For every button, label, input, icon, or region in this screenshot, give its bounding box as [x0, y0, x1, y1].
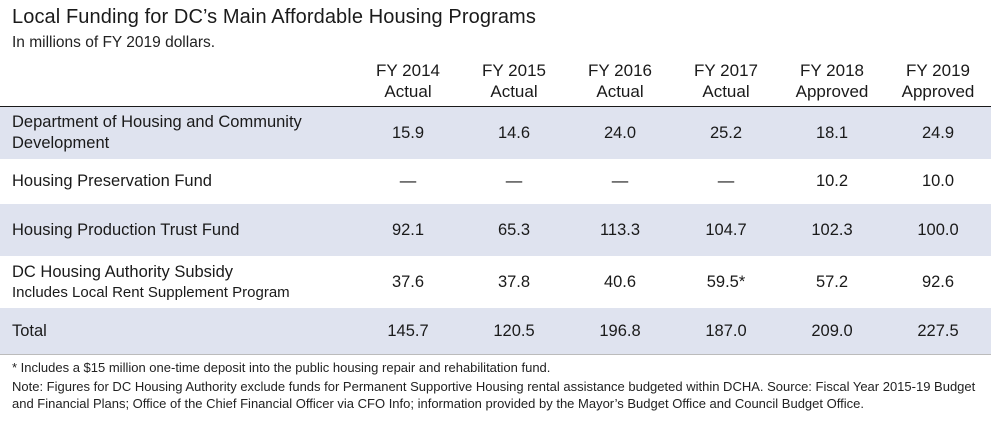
col-header-fy2016: FY 2016 Actual [567, 56, 673, 107]
table-cell: 102.3 [779, 204, 885, 256]
table-cell: 57.2 [815, 272, 849, 291]
table-cell: 15.9 [355, 106, 461, 159]
table-cell: 14.6 [461, 106, 567, 159]
table-cell: 100.0 [885, 204, 991, 256]
col-header-fy2015: FY 2015 Actual [461, 56, 567, 107]
col-header-status: Actual [702, 82, 750, 101]
col-header-fy2019: FY 2019 Approved [885, 56, 991, 107]
table-row-dcha-subsidy: DC Housing Authority Subsidy Includes Loc… [0, 256, 991, 308]
col-header-status: Actual [384, 82, 432, 101]
table-cell: 37.8 [497, 272, 531, 291]
table-cell: 92.1 [355, 204, 461, 256]
col-header-status: Approved [901, 82, 975, 101]
table-cell: — [717, 172, 735, 190]
table-cell: 145.7 [355, 308, 461, 355]
table-cell: 10.2 [815, 172, 849, 190]
col-header-year: FY 2016 [588, 61, 652, 80]
col-header-fy2014: FY 2014 Actual [355, 56, 461, 107]
table-cell: 10.0 [921, 172, 955, 190]
table-cell: 196.8 [567, 308, 673, 355]
table-cell: 18.1 [779, 106, 885, 159]
table-cell: — [611, 172, 629, 190]
table-cell: 227.5 [885, 308, 991, 355]
footnote: * Includes a $15 million one-time deposi… [12, 360, 551, 375]
table-cell: 59.5* [706, 272, 746, 291]
table-row-production-trust-fund: Housing Production Trust Fund 92.1 65.3 … [0, 204, 991, 256]
row-label: Housing Preservation Fund [12, 172, 212, 190]
table-cell: 24.9 [885, 106, 991, 159]
header-blank [0, 56, 355, 107]
table-cell: 40.6 [603, 272, 637, 291]
table-cell: 25.2 [673, 106, 779, 159]
col-header-status: Actual [596, 82, 644, 101]
col-header-year: FY 2017 [694, 61, 758, 80]
row-label: Total [0, 308, 355, 355]
table-cell: 120.5 [461, 308, 567, 355]
col-header-year: FY 2018 [800, 61, 864, 80]
col-header-fy2017: FY 2017 Actual [673, 56, 779, 107]
row-label: Housing Production Trust Fund [0, 204, 355, 256]
table-row-preservation-fund: Housing Preservation Fund — — — — 10.2 1… [0, 159, 991, 204]
table-row-dhcd: Department of Housing and Community Deve… [0, 106, 991, 159]
table-cell: 104.7 [673, 204, 779, 256]
table-cell: 37.6 [391, 272, 425, 291]
header-row: FY 2014 Actual FY 2015 Actual FY 2016 Actua… [0, 56, 991, 107]
table-cell: — [505, 172, 523, 190]
table-cell: 92.6 [921, 272, 955, 291]
col-header-status: Actual [490, 82, 538, 101]
table-cell: 24.0 [567, 106, 673, 159]
source-note: Note: Figures for DC Housing Authority e… [12, 379, 976, 411]
table-cell: 209.0 [779, 308, 885, 355]
table-cell: 113.3 [567, 204, 673, 256]
col-header-year: FY 2014 [376, 61, 440, 80]
col-header-status: Approved [795, 82, 869, 101]
table-cell: 187.0 [673, 308, 779, 355]
row-label-cell: DC Housing Authority Subsidy Includes Loc… [0, 256, 355, 308]
chart-subtitle: In millions of FY 2019 dollars. [12, 34, 216, 51]
col-header-year: FY 2019 [906, 61, 970, 80]
funding-table: FY 2014 Actual FY 2015 Actual FY 2016 Actua… [0, 56, 991, 355]
row-label: DC Housing Authority Subsidy [12, 263, 234, 281]
chart-title: Local Funding for DC’s Main Affordable H… [12, 6, 536, 28]
row-label: Department of Housing and Community Deve… [0, 106, 355, 159]
col-header-fy2018: FY 2018 Approved [779, 56, 885, 107]
col-header-year: FY 2015 [482, 61, 546, 80]
row-sublabel: Includes Local Rent Supplement Program [12, 284, 290, 301]
table-row-total: Total 145.7 120.5 196.8 187.0 209.0 227.… [0, 308, 991, 355]
table-cell: 65.3 [461, 204, 567, 256]
table-cell: — [399, 172, 417, 190]
